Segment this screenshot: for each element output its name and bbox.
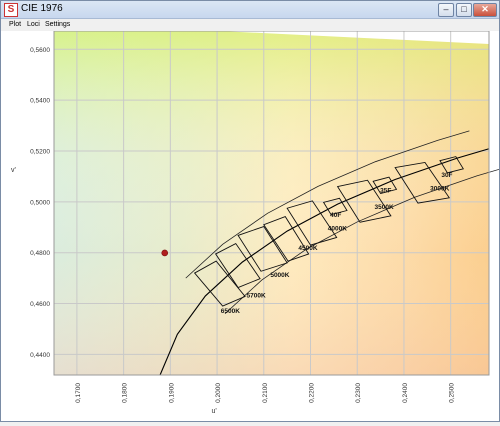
cct-label: 3000K [430,186,449,193]
plot-frame [53,30,490,376]
cct-label: 5000K [270,272,289,279]
tolerance-quad-6500k [193,260,246,307]
tolerance-quad-3000k [394,161,451,204]
x-tick-label: 0,1900 [168,383,175,403]
tolerance-quad-5700k [215,242,261,289]
x-axis-label: u' [212,408,217,415]
cct-label: 3500K [375,204,394,211]
tolerance-quad-5000k [237,225,288,272]
x-tick-label: 0,2100 [262,383,269,403]
cct-label: 4500K [298,245,317,252]
y-tick-label: 0,4400 [30,352,50,359]
maximize-button[interactable]: □ [456,3,472,17]
plot-panel: 6500K 5700K 5000K 4500K 4000K 3500K 3000K 40F 35… [1,30,500,421]
x-tick-label: 0,2000 [215,383,222,403]
planckian-locus-line [159,148,490,376]
app-icon: S [4,3,18,17]
title-bar[interactable]: S CIE 1976 – □ ✕ [1,1,499,19]
window-title: CIE 1976 [21,3,63,14]
tolerance-band-lower [224,168,500,315]
x-tick-label: 0,2500 [449,383,456,403]
menu-loci[interactable]: Loci [27,21,40,28]
y-tick-label: 0,5200 [30,149,50,156]
close-button[interactable]: ✕ [473,3,497,17]
y-tick-label: 0,5600 [30,47,50,54]
y-tick-label: 0,4800 [30,250,50,257]
cct-label: 6500K [221,308,240,315]
minimize-button[interactable]: – [438,3,454,17]
tolerance-quad-4000k [286,200,338,246]
tolerance-quad-35f [372,176,398,194]
menu-settings[interactable]: Settings [45,21,71,28]
x-tick-label: 0,2200 [309,383,316,403]
x-tick-label: 0,2300 [355,383,362,403]
tolerance-quad-30f [439,156,465,174]
y-tick-label: 0,4600 [30,301,50,308]
cct-label: 35F [380,188,391,195]
tolerance-quad-3500k [336,179,392,223]
measurement-point[interactable] [161,249,169,257]
x-tick-label: 0,1800 [122,383,129,403]
cct-label: 5700K [247,293,266,300]
menu-bar: Plot Loci Settings [1,19,499,31]
cie-chart: 6500K 5700K 5000K 4500K 4000K 3500K 3000K 40F 35… [11,30,500,415]
y-tick-label: 0,5400 [30,98,50,105]
y-axis-label: v' [11,167,16,174]
tolerance-band-upper [185,130,470,279]
x-tick-label: 0,1700 [75,383,82,403]
cct-label: 40F [330,212,341,219]
cct-label: 4000K [328,225,347,232]
tolerance-quad-40f [322,197,348,216]
y-tick-label: 0,5000 [30,199,50,206]
menu-plot[interactable]: Plot [9,21,22,28]
tolerance-quad-4500k [263,216,310,262]
cct-label: 30F [441,172,452,179]
x-tick-label: 0,2400 [402,383,409,403]
plot-background-warm [54,31,489,375]
